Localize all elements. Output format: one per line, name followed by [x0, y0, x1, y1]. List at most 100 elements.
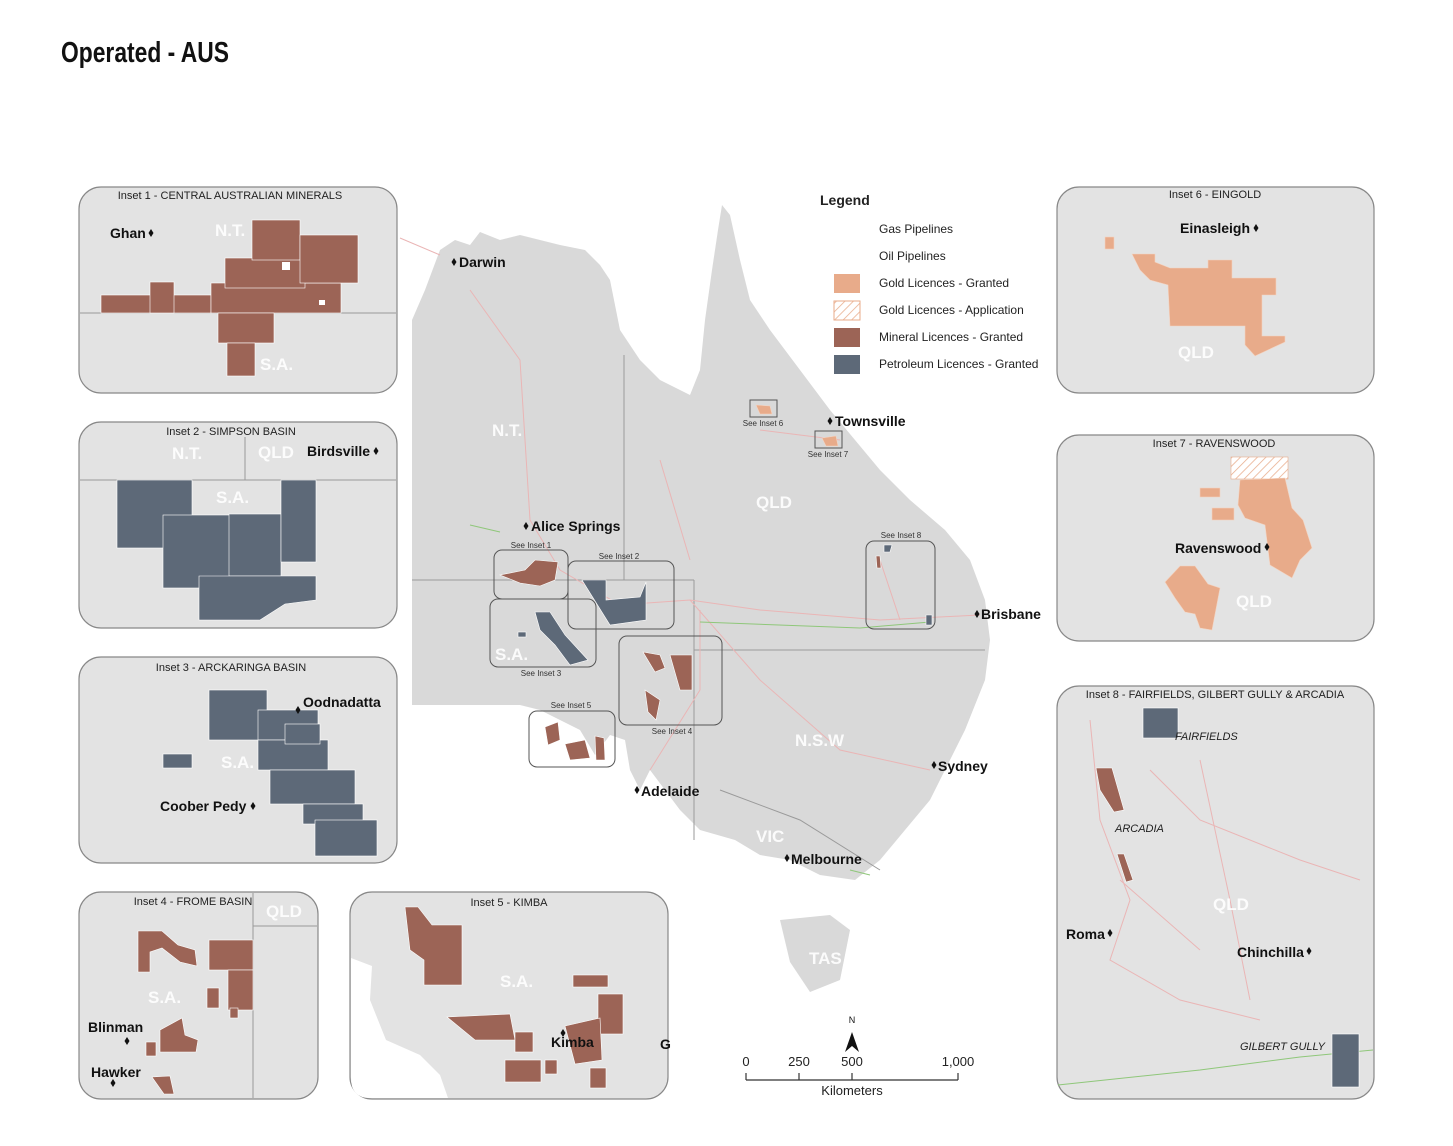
map-shape	[883, 544, 933, 626]
map-shape	[597, 993, 624, 1035]
inset-1: Inset 1 - CENTRAL AUSTRALIAN MINERALS Gh…	[78, 186, 398, 394]
region-label: TAS	[809, 949, 842, 968]
map-shape	[198, 575, 317, 621]
map-shape	[1237, 477, 1313, 579]
map-shape	[228, 513, 282, 577]
scale-tick-label: 250	[788, 1054, 810, 1069]
inset-ref: See Inset 7	[808, 450, 849, 459]
region-label: S.A.	[221, 753, 254, 772]
place-label: Adelaide	[641, 783, 700, 799]
north-label: N	[849, 1015, 856, 1025]
feature-label: GILBERT GULLY	[1240, 1041, 1326, 1053]
map-shape	[1089, 719, 1361, 1021]
region-label: QLD	[266, 902, 302, 921]
inset-ref: See Inset 8	[881, 531, 922, 540]
feature-label: FAIRFIELDS	[1175, 731, 1238, 743]
place-label: Darwin	[459, 254, 506, 270]
map-shape	[845, 1032, 859, 1052]
legend-swatch	[833, 300, 861, 321]
place-label: Brisbane	[981, 606, 1041, 622]
map-shape	[514, 1031, 534, 1053]
place-label: Townsville	[835, 413, 906, 429]
map-shape	[159, 1017, 199, 1053]
region-label: QLD	[258, 443, 294, 462]
place-label: Alice Springs	[531, 518, 621, 534]
map-shape	[567, 560, 675, 630]
inset-ref: See Inset 6	[743, 419, 784, 428]
inset-2: Inset 2 - SIMPSON BASIN Birdsville N.T. …	[78, 421, 398, 629]
map-shape	[282, 262, 290, 270]
map-shape	[755, 404, 773, 415]
map-shape	[299, 234, 359, 284]
region-label: N.T.	[492, 421, 522, 440]
page-title: Operated - AUS	[61, 37, 229, 69]
map-shape	[581, 579, 647, 626]
map-shape	[1142, 707, 1179, 739]
region-label: N.T.	[215, 221, 245, 240]
inset-ref: See Inset 5	[551, 701, 592, 710]
map-shape	[865, 540, 936, 630]
legend-swatch	[834, 328, 860, 347]
map-shape	[226, 342, 256, 377]
map-shape	[319, 300, 325, 305]
map-shape	[224, 257, 306, 289]
map-shape	[1104, 236, 1115, 250]
map-shape	[1230, 456, 1289, 480]
land-area	[780, 915, 850, 992]
place-label: Ghan	[110, 225, 146, 241]
map-shape	[489, 598, 597, 668]
place-label: G	[660, 1036, 671, 1052]
scale-bar: N Kilometers 0 250 500 1,000	[742, 1015, 974, 1098]
inset-ref: See Inset 1	[511, 541, 552, 550]
legend-label: Oil Pipelines	[879, 249, 946, 263]
scale-tick-label: 1,000	[942, 1054, 975, 1069]
region-label: QLD	[1178, 343, 1214, 362]
map-shape	[284, 723, 321, 745]
map-shape	[1131, 253, 1286, 357]
region-label: QLD	[756, 493, 792, 512]
map-shape	[749, 399, 778, 418]
inset-title: Inset 8 - FAIRFIELDS, GILBERT GULLY & AR…	[1086, 689, 1345, 701]
map-shape	[498, 559, 559, 587]
map-shape	[149, 281, 175, 314]
legend-label: Gold Licences - Granted	[879, 276, 1009, 290]
region-label: S.A.	[216, 488, 249, 507]
region-label: S.A.	[500, 972, 533, 991]
inset-5: Inset 5 - KIMBA Kimba G S.A.	[349, 891, 671, 1100]
region-label: VIC	[756, 827, 784, 846]
map-shape	[280, 479, 317, 563]
map-shape	[1331, 1033, 1360, 1088]
region-label: QLD	[1236, 592, 1272, 611]
legend-label: Gas Pipelines	[879, 222, 953, 236]
place-label: Blinman	[88, 1019, 143, 1035]
legend-label: Gold Licences - Application	[879, 303, 1024, 317]
map-shape	[504, 1059, 542, 1083]
map-shape	[1199, 487, 1221, 498]
map-shape	[404, 906, 463, 986]
map-shape	[642, 651, 693, 721]
map-shape	[814, 430, 843, 449]
scale-tick-label: 500	[841, 1054, 863, 1069]
map-shape	[875, 555, 882, 569]
map-shape	[544, 1059, 558, 1075]
main-map: See Inset 1 See Inset 2 See Inset 3 See …	[399, 205, 1041, 992]
place-label: Ravenswood	[1175, 540, 1261, 556]
inset-6: Inset 6 - EINGOLD Einasleigh QLD	[1056, 186, 1375, 394]
region-label: QLD	[1213, 895, 1249, 914]
map-shape	[162, 753, 193, 769]
inset-title: Inset 7 - RAVENSWOOD	[1153, 438, 1276, 450]
map-shape	[1056, 434, 1375, 642]
map-shape	[351, 958, 448, 1098]
map-shape	[208, 939, 254, 971]
map-shape	[618, 635, 723, 726]
map-shape	[544, 721, 606, 761]
legend-title: Legend	[820, 192, 870, 208]
map-shape	[217, 312, 275, 344]
map-shape	[572, 974, 609, 988]
map-shape	[137, 930, 198, 973]
map-shape	[517, 631, 527, 638]
legend-label: Mineral Licences - Granted	[879, 330, 1023, 344]
place-label: Coober Pedy	[160, 798, 247, 814]
place-label: Einasleigh	[1180, 220, 1250, 236]
